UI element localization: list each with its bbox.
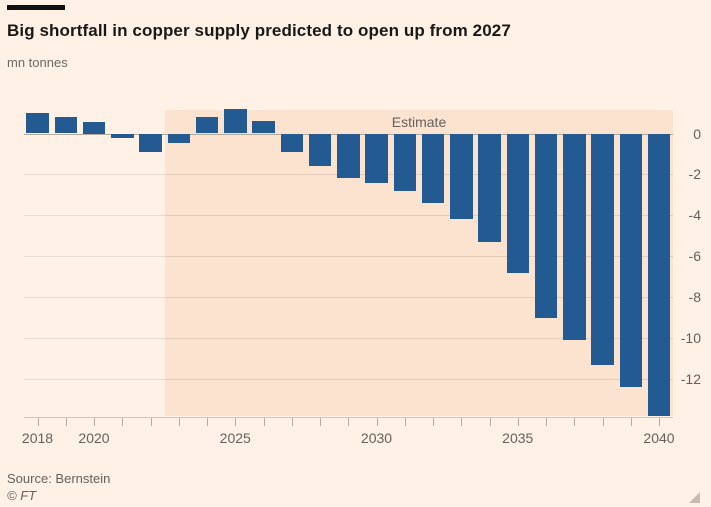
x-tick-2024 — [207, 418, 208, 426]
x-tick-2036 — [546, 418, 547, 426]
y-axis-label: -12 — [680, 370, 701, 387]
resize-handle-icon — [689, 492, 700, 503]
gridline — [24, 378, 673, 380]
bar-2019 — [54, 117, 77, 134]
x-tick-2019 — [65, 418, 67, 426]
ft-copyright: © FT — [7, 488, 37, 503]
bar-2026 — [252, 121, 275, 134]
x-tick-2025 — [235, 418, 237, 426]
y-axis-label: -6 — [688, 248, 701, 265]
chart-units-label: mn tonnes — [7, 55, 68, 70]
gridline — [24, 297, 673, 299]
bar-2018 — [26, 113, 49, 134]
bar-2038 — [591, 133, 614, 365]
x-tick-2021 — [122, 418, 124, 426]
y-axis-label: -8 — [688, 289, 701, 306]
bar-2037 — [563, 133, 586, 341]
x-tick-2018 — [37, 418, 39, 426]
x-tick-2032 — [433, 418, 434, 426]
bar-2039 — [619, 133, 642, 388]
source-label: Source: Bernstein — [7, 471, 111, 486]
x-tick-2034 — [489, 418, 491, 426]
x-tick-2031 — [404, 418, 406, 426]
x-tick-2037 — [574, 418, 576, 426]
x-tick-2029 — [348, 418, 350, 426]
x-tick-2026 — [263, 418, 265, 426]
x-axis-label-2035: 2035 — [502, 430, 534, 446]
x-axis-label-2025: 2025 — [219, 430, 251, 446]
x-tick-2023 — [178, 418, 180, 426]
estimate-region-label: Estimate — [391, 114, 447, 130]
y-axis-label: -4 — [688, 207, 701, 224]
x-axis-label-2040: 2040 — [643, 430, 675, 446]
bar-2031 — [393, 133, 416, 191]
x-axis-label-2030: 2030 — [360, 430, 393, 446]
bar-2022 — [139, 133, 162, 152]
bar-2029 — [337, 133, 360, 179]
bar-2034 — [478, 133, 501, 242]
bar-2024 — [195, 117, 219, 134]
chart-title: Big shortfall in copper supply predicted… — [7, 21, 511, 40]
y-axis-label: -10 — [680, 330, 701, 346]
x-tick-2035 — [517, 418, 519, 426]
x-tick-2040 — [659, 418, 660, 426]
y-axis-label: -2 — [688, 166, 701, 183]
estimate-region-band — [164, 110, 673, 416]
x-axis-line — [24, 417, 673, 418]
bar-2023 — [167, 133, 190, 143]
x-axis-label-2018: 2018 — [21, 430, 54, 446]
bar-2028 — [308, 133, 332, 167]
bar-2033 — [450, 133, 473, 220]
gridline — [24, 256, 673, 258]
gridline — [24, 338, 673, 339]
x-axis-label-2020: 2020 — [78, 430, 110, 446]
bar-2027 — [280, 133, 303, 152]
x-tick-2028 — [320, 418, 321, 426]
x-tick-2038 — [602, 418, 604, 426]
x-tick-2020 — [94, 418, 95, 426]
bar-2035 — [506, 133, 529, 273]
x-tick-2039 — [630, 418, 632, 426]
bar-2025 — [224, 108, 247, 134]
bar-2032 — [421, 133, 445, 204]
bar-2040 — [647, 133, 671, 416]
bar-2020 — [82, 122, 106, 134]
x-tick-2033 — [461, 418, 463, 426]
title-rule — [7, 5, 65, 10]
bar-2036 — [534, 133, 558, 318]
x-tick-2030 — [376, 418, 378, 426]
gridline — [24, 215, 673, 217]
x-tick-2027 — [291, 418, 293, 426]
y-axis-label: 0 — [693, 125, 701, 142]
bar-2021 — [111, 133, 134, 138]
x-tick-2022 — [150, 418, 152, 426]
bar-2030 — [365, 133, 388, 183]
